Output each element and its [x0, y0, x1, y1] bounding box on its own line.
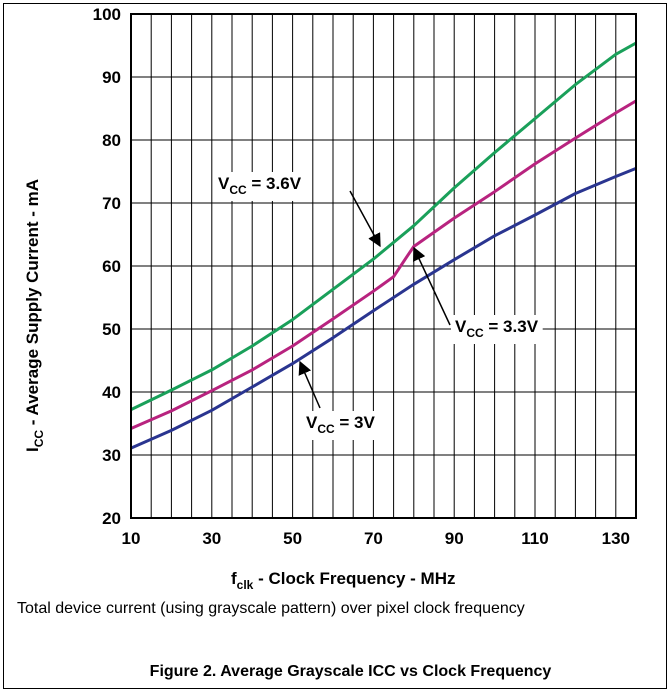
y-tick-label: 80 [102, 131, 121, 150]
series-lines [130, 41, 637, 450]
figure-caption: Total device current (using grayscale pa… [17, 600, 525, 617]
x-tick-label: 50 [283, 529, 302, 548]
x-tick-label: 130 [602, 529, 630, 548]
x-tick-label: 10 [122, 529, 141, 548]
tick-labels: 10 30 50 70 90 110 130 20 30 40 50 60 70 80 90 100 [93, 5, 630, 548]
y-axis-label: ICC - Average Supply Current - mA [23, 179, 46, 452]
y-tick-label: 30 [102, 446, 121, 465]
series-label-rest: = 3.6V [247, 174, 302, 193]
plot-area-border [130, 13, 637, 519]
x-tick-label: 30 [202, 529, 221, 548]
series-label-sub: CC [229, 183, 247, 197]
x-axis-label: fclk - Clock Frequency - MHz [231, 569, 456, 592]
annotation-arrow-2 [298, 360, 321, 409]
y-tick-label: 40 [102, 383, 121, 402]
y-tick-label: 100 [93, 5, 121, 24]
annotation-background-2 [302, 411, 380, 440]
series-label-main: V [306, 413, 318, 432]
figure-frame [3, 3, 667, 689]
series-label-sub: CC [317, 422, 335, 436]
series-label-rest: = 3V [335, 413, 376, 432]
x-tick-label: 110 [521, 529, 548, 548]
x-tick-label: 70 [364, 529, 383, 548]
series-label-1: VCC = 3.3V [455, 317, 539, 340]
series-label-rest: = 3.3V [484, 317, 539, 336]
series-label-0: VCC = 3.6V [218, 174, 302, 197]
series-label-2: VCC = 3V [306, 413, 376, 436]
y-tick-label: 60 [102, 257, 121, 276]
y-tick-label: 20 [102, 509, 121, 528]
series-line-1 [130, 99, 637, 430]
series-label-main: V [455, 317, 467, 336]
grid [131, 14, 636, 518]
series-line-2 [130, 167, 637, 450]
annotation-background-0 [214, 172, 306, 201]
chart-svg: 10 30 50 70 90 110 130 20 30 40 50 60 70 80 90 100 VCC … [23, 5, 637, 592]
annotation-background-1 [451, 315, 543, 344]
annotation-arrow-1 [413, 246, 451, 326]
y-tick-label: 50 [102, 320, 121, 339]
series-line-0 [130, 41, 637, 411]
series-label-main: V [218, 174, 230, 193]
y-tick-label: 90 [102, 68, 121, 87]
y-tick-label: 70 [102, 194, 121, 213]
annotation-arrow-0 [349, 190, 381, 248]
figure-title: Figure 2. Average Grayscale ICC vs Clock… [149, 663, 552, 680]
series-label-sub: CC [466, 326, 484, 340]
x-tick-label: 90 [445, 529, 464, 548]
